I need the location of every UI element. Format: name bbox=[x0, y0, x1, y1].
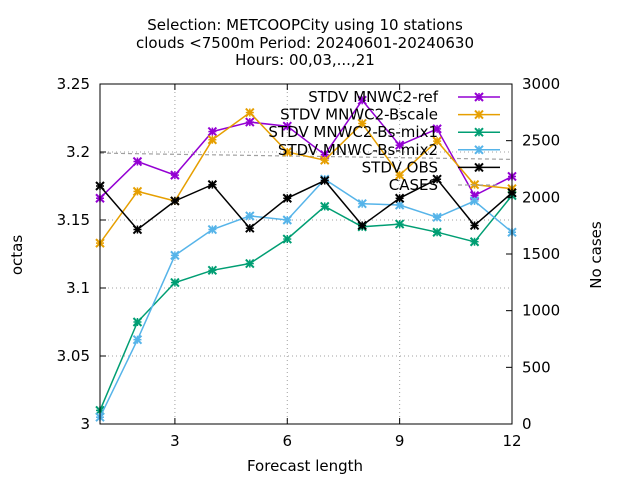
x-tick-label: 12 bbox=[502, 432, 521, 450]
y2-tick-label: 0 bbox=[522, 415, 532, 433]
data-point bbox=[357, 95, 367, 106]
y2-tick-label: 3000 bbox=[522, 75, 560, 93]
data-point bbox=[394, 219, 405, 229]
data-point bbox=[132, 156, 143, 167]
chart-title-line-2: clouds <7500m Period: 20240601-20240630 bbox=[136, 34, 474, 52]
data-point bbox=[245, 223, 255, 233]
data-point bbox=[432, 124, 442, 134]
chart-title: Selection: METCOOPCity using 10 stations… bbox=[136, 16, 474, 69]
x-tick-label: 3 bbox=[170, 432, 180, 450]
y-tick-label: 3.25 bbox=[57, 75, 90, 93]
data-point bbox=[282, 234, 292, 244]
data-point bbox=[207, 126, 218, 137]
y-tick-label: 3.05 bbox=[57, 347, 90, 365]
x-tick-label: 6 bbox=[282, 432, 292, 450]
grid-lines bbox=[100, 84, 512, 424]
data-point bbox=[394, 193, 405, 203]
data-point bbox=[245, 211, 255, 221]
legend-label: CASES bbox=[389, 176, 438, 194]
data-point bbox=[357, 198, 367, 209]
data-point bbox=[245, 258, 255, 269]
data-point bbox=[170, 170, 180, 180]
data-point bbox=[132, 186, 143, 197]
series-stdv-mnwc-bs-mix2 bbox=[95, 174, 517, 422]
y-tick-label: 3.2 bbox=[66, 143, 90, 161]
data-point bbox=[282, 193, 292, 203]
chart-title-line-1: Selection: METCOOPCity using 10 stations bbox=[147, 16, 463, 34]
data-point bbox=[469, 196, 480, 206]
axis-ticks: 3 6 9 12 3 3.05 3.1 3.15 3.2 3.25 0 500 1000 1500 2000… bbox=[57, 75, 561, 450]
legend-label: STDV MNWC-Bs-mix2 bbox=[278, 141, 438, 159]
data-point bbox=[357, 220, 367, 231]
data-point bbox=[432, 227, 442, 237]
data-point bbox=[207, 265, 218, 276]
legend-marker bbox=[474, 109, 484, 120]
data-point bbox=[469, 220, 480, 231]
x-axis-label: Forecast length bbox=[247, 457, 363, 475]
series-line-4 bbox=[99, 178, 513, 231]
data-point bbox=[132, 334, 143, 345]
chart-title-line-3: Hours: 00,03,...,21 bbox=[235, 51, 375, 69]
series-line-1 bbox=[99, 111, 513, 244]
y2-tick-label: 500 bbox=[522, 358, 551, 376]
legend-label: STDV MNWC2-Bscale bbox=[280, 106, 438, 124]
y-tick-label: 3.15 bbox=[57, 211, 90, 229]
legend-label: STDV MNWC2-ref bbox=[308, 88, 438, 106]
data-point bbox=[170, 196, 180, 206]
data-point bbox=[282, 147, 292, 157]
y2-axis-label: No cases bbox=[587, 221, 605, 289]
data-point bbox=[132, 317, 143, 327]
x-tick-label: 9 bbox=[395, 432, 405, 450]
data-point bbox=[320, 155, 330, 165]
data-point bbox=[432, 174, 442, 184]
data-point bbox=[207, 224, 218, 235]
legend-marker bbox=[474, 127, 484, 137]
data-point bbox=[170, 250, 180, 261]
series-line-0 bbox=[99, 99, 513, 199]
y2-tick-label: 1000 bbox=[522, 302, 560, 320]
legend-marker bbox=[474, 92, 484, 102]
data-point bbox=[132, 224, 143, 235]
series-line-2 bbox=[99, 195, 513, 411]
data-point bbox=[282, 215, 292, 225]
data-point bbox=[469, 237, 480, 247]
data-point bbox=[320, 175, 330, 186]
y2-tick-label: 2000 bbox=[522, 188, 560, 206]
data-point bbox=[394, 140, 405, 150]
data-point bbox=[282, 121, 292, 131]
data-point bbox=[245, 117, 255, 127]
data-point bbox=[394, 170, 405, 180]
legend-label: STDV MNWC2-Bs-mix1 bbox=[268, 123, 438, 141]
data-point bbox=[320, 201, 330, 212]
y-tick-label: 3.1 bbox=[66, 279, 90, 297]
y2-tick-label: 1500 bbox=[522, 245, 560, 263]
data-point bbox=[394, 200, 405, 210]
data-point bbox=[357, 118, 367, 129]
data-point bbox=[170, 277, 180, 288]
y-tick-label: 3 bbox=[80, 415, 90, 433]
series-stdv-obs bbox=[95, 174, 517, 235]
legend-marker bbox=[474, 162, 484, 173]
y-axis-label: octas bbox=[8, 235, 26, 275]
data-point bbox=[207, 179, 218, 190]
series-line-3 bbox=[99, 178, 513, 418]
legend-marker bbox=[474, 145, 484, 155]
data-point bbox=[245, 107, 255, 118]
data-point bbox=[207, 135, 218, 145]
legend-label: STDV OBS bbox=[362, 158, 438, 176]
data-point bbox=[432, 212, 442, 222]
y2-tick-label: 2500 bbox=[522, 132, 560, 150]
data-point bbox=[432, 136, 442, 146]
